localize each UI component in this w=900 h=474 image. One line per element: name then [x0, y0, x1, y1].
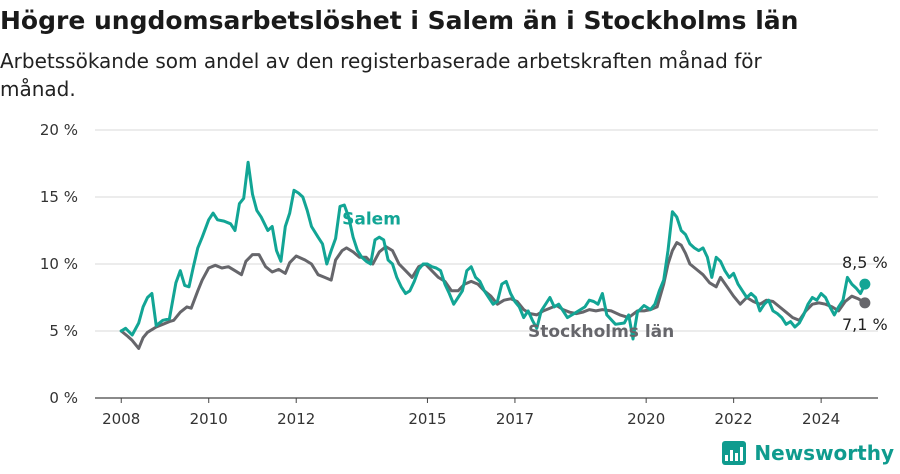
series-layer [119, 160, 871, 350]
end-value-label-salem: 8,5 % [842, 253, 888, 272]
x-tick-label: 2010 [190, 410, 228, 428]
brand-name: Newsworthy [754, 441, 894, 465]
y-tick-label: 5 % [49, 322, 78, 340]
series-label-stockholms-lan: Stockholms län [528, 322, 674, 342]
series-label-salem: Salem [342, 210, 401, 230]
x-tick-label: 2008 [102, 410, 140, 428]
end-value-label-stockholms-lan: 7,1 % [842, 315, 888, 334]
brand-logo[interactable]: Newsworthy [722, 438, 894, 468]
series-end-point [859, 278, 871, 290]
x-tick-label: 2017 [496, 410, 534, 428]
series-end-point [859, 297, 871, 309]
grid-layer [95, 129, 878, 399]
series-line-salem [119, 160, 867, 341]
x-tick-label: 2012 [277, 410, 315, 428]
x-axis: 2008 2010 2012 2015 2017 2020 2022 2024 [102, 398, 840, 428]
y-tick-label: 15 % [40, 188, 78, 206]
y-axis: 0 % 5 % 10 % 15 % 20 % [40, 121, 78, 407]
x-tick-label: 2022 [715, 410, 753, 428]
y-tick-label: 0 % [49, 389, 78, 407]
newsworthy-logo-icon [722, 441, 747, 465]
chart-subtitle: Arbetssökande som andel av den registerb… [0, 49, 762, 101]
y-tick-label: 10 % [40, 255, 78, 273]
chart-title: Högre ungdomsarbetslöshet i Salem än i S… [0, 6, 799, 35]
x-tick-label: 2024 [802, 410, 840, 428]
x-tick-label: 2015 [408, 410, 446, 428]
y-tick-label: 20 % [40, 121, 78, 139]
label-layer: Salem Stockholms län 8,5 % 7,1 % [342, 210, 888, 343]
x-tick-label: 2020 [627, 410, 665, 428]
